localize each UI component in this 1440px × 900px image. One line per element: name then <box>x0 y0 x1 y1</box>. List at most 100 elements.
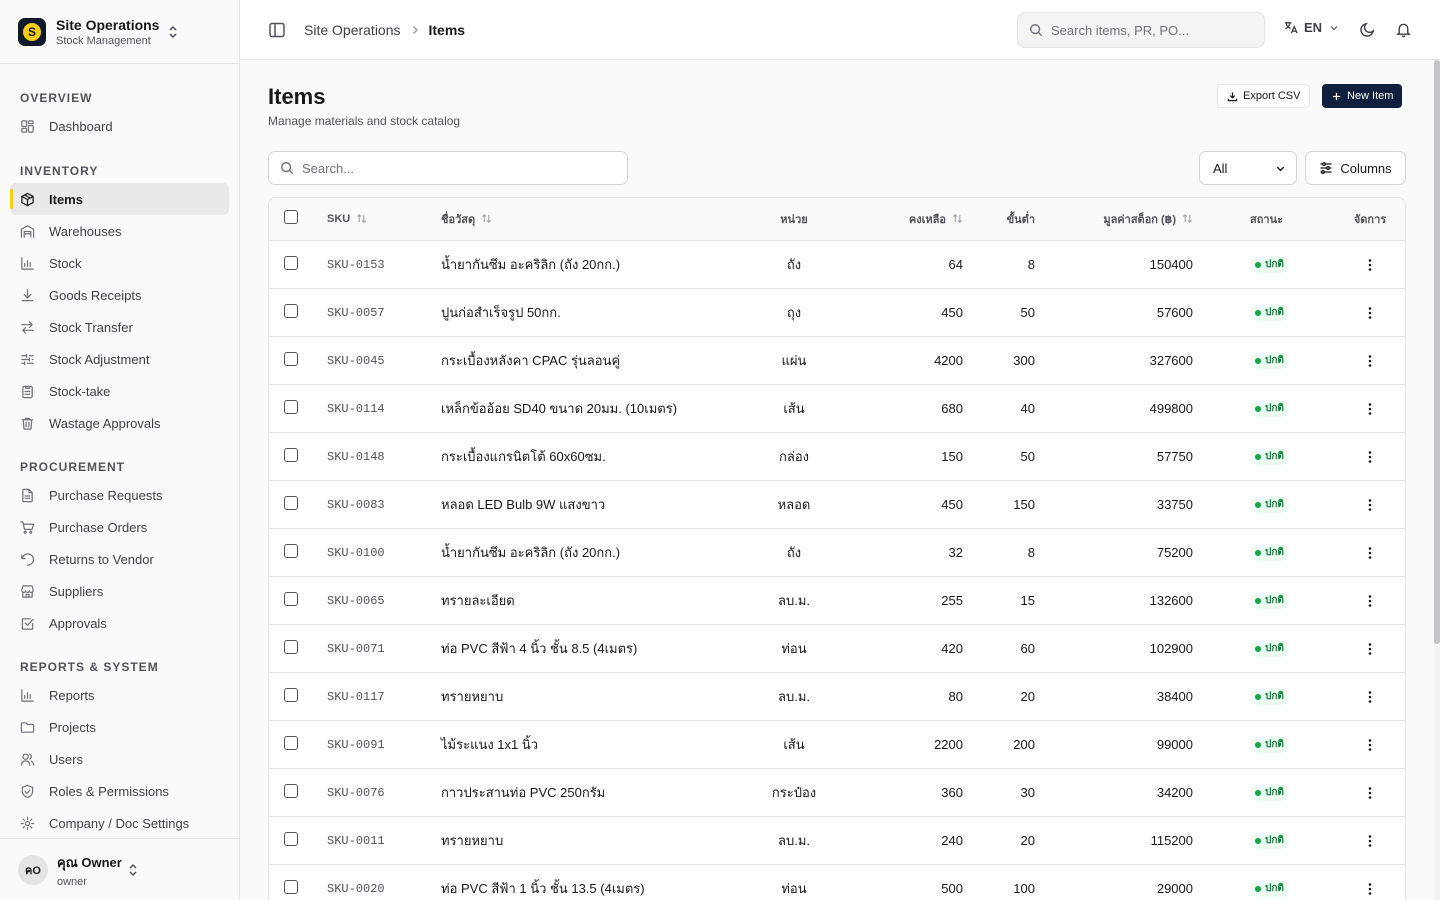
sidebar-item-suppliers[interactable]: Suppliers <box>10 575 229 607</box>
sidebar-item-stock-transfer[interactable]: Stock Transfer <box>10 311 229 343</box>
user-menu[interactable]: คO คุณ Owner owner <box>0 838 239 900</box>
more-vertical-icon[interactable] <box>1363 546 1377 560</box>
row-checkbox[interactable] <box>284 591 298 606</box>
more-vertical-icon[interactable] <box>1363 402 1377 416</box>
row-checkbox[interactable] <box>284 351 298 366</box>
more-vertical-icon[interactable] <box>1363 450 1377 464</box>
bell-icon[interactable] <box>1395 21 1412 38</box>
select-all-checkbox[interactable] <box>284 210 298 225</box>
new-item-button[interactable]: New Item <box>1322 84 1403 108</box>
table-row[interactable]: SKU-0071 ท่อ PVC สีฟ้า 4 นิ้ว ชั้น 8.5 (4… <box>269 624 1405 673</box>
chevrons-up-down-icon[interactable] <box>125 862 141 878</box>
trash-icon <box>21 417 34 430</box>
row-checkbox[interactable] <box>284 783 298 798</box>
table-row[interactable]: SKU-0020 ท่อ PVC สีฟ้า 1 นิ้ว ชั้น 13.5 (… <box>269 864 1405 900</box>
status-filter-select[interactable]: All <box>1199 151 1297 185</box>
sidebar-item-company-doc-settings[interactable]: Company / Doc Settings <box>10 807 229 838</box>
sidebar-nav: OVERVIEW Dashboard INVENTORY Items Warehouse… <box>0 64 239 838</box>
more-vertical-icon[interactable] <box>1363 690 1377 704</box>
columns-button[interactable]: Columns <box>1305 151 1406 185</box>
sidebar-toggle-icon[interactable] <box>268 21 286 39</box>
table-row[interactable]: SKU-0011 ทรายหยาบ ลบ.ม. 240 20 115200 ปกติ <box>269 816 1405 865</box>
table-row[interactable]: SKU-0083 หลอด LED Bulb 9W แสงขาว หลอด 450 15… <box>269 480 1405 529</box>
status-dot <box>1255 501 1261 508</box>
table-row[interactable]: SKU-0065 ทรายละเอียด ลบ.ม. 255 15 132600 ปกติ <box>269 576 1405 625</box>
table-row[interactable]: SKU-0076 กาวประสานท่อ PVC 250กรัม กระป๋อง 3… <box>269 768 1405 817</box>
export-csv-button[interactable]: Export CSV <box>1217 84 1311 108</box>
table-search-input[interactable] <box>302 160 602 176</box>
row-checkbox[interactable] <box>284 447 298 462</box>
status-badge: ปกติ <box>1250 592 1289 609</box>
sidebar-item-items[interactable]: Items <box>10 183 229 215</box>
page-scrollbar[interactable] <box>1434 60 1440 900</box>
row-checkbox[interactable] <box>284 687 298 702</box>
row-value: 34200 <box>1156 784 1193 800</box>
sidebar-item-wastage-approvals[interactable]: Wastage Approvals <box>10 407 229 439</box>
value-column-header[interactable]: มูลค่าสต็อก (฿) <box>1035 210 1193 228</box>
row-remaining: 240 <box>941 832 963 848</box>
bar-chart-icon <box>21 256 34 270</box>
more-vertical-icon[interactable] <box>1363 354 1377 368</box>
row-checkbox[interactable] <box>284 879 298 894</box>
sidebar-item-purchase-orders[interactable]: Purchase Orders <box>10 511 229 543</box>
table-row[interactable]: SKU-0057 ปูนก่อสำเร็จรูป 50กก. ถุง 450 50 576… <box>269 288 1405 337</box>
table-row[interactable]: SKU-0153 น้ำยากันซึม อะคริลิก (ถัง 20กก.)… <box>269 240 1405 289</box>
row-checkbox[interactable] <box>284 255 298 270</box>
remaining-column-header[interactable]: คงเหลือ <box>849 210 963 228</box>
row-name: กระเบื้องหลังคา CPAC รุ่นลอนคู่ <box>441 352 621 368</box>
sidebar-item-roles-permissions[interactable]: Roles & Permissions <box>10 775 229 807</box>
sidebar-item-dashboard[interactable]: Dashboard <box>10 110 229 142</box>
table-row[interactable]: SKU-0114 เหล็กข้ออ้อย SD40 ขนาด 20มม. (10… <box>269 384 1405 433</box>
brand-switcher[interactable]: S Site Operations Stock Management <box>0 0 239 64</box>
sku-column-header[interactable]: SKU <box>327 213 441 225</box>
sidebar-item-stock-adjustment[interactable]: Stock Adjustment <box>10 343 229 375</box>
top-header: Site Operations Items EN <box>240 0 1440 60</box>
table-search[interactable] <box>268 151 628 185</box>
sidebar-item-stock-take[interactable]: Stock-take <box>10 375 229 407</box>
row-unit: กล่อง <box>779 448 809 464</box>
more-vertical-icon[interactable] <box>1363 834 1377 848</box>
more-vertical-icon[interactable] <box>1363 882 1377 896</box>
name-column-header[interactable]: ชื่อวัสดุ <box>441 210 739 228</box>
more-vertical-icon[interactable] <box>1363 306 1377 320</box>
row-checkbox[interactable] <box>284 399 298 414</box>
row-checkbox[interactable] <box>284 543 298 558</box>
more-vertical-icon[interactable] <box>1363 786 1377 800</box>
sidebar-item-returns-to-vendor[interactable]: Returns to Vendor <box>10 543 229 575</box>
sidebar-item-users[interactable]: Users <box>10 743 229 775</box>
moon-icon[interactable] <box>1359 21 1376 38</box>
table-row[interactable]: SKU-0045 กระเบื้องหลังคา CPAC รุ่นลอนคู่ แ… <box>269 336 1405 385</box>
more-vertical-icon[interactable] <box>1363 642 1377 656</box>
sidebar-item-projects[interactable]: Projects <box>10 711 229 743</box>
table-row[interactable]: SKU-0148 กระเบื้องแกรนิตโต้ 60x60ซม. กล่อง… <box>269 432 1405 481</box>
status-badge: ปกติ <box>1250 352 1289 369</box>
more-vertical-icon[interactable] <box>1363 594 1377 608</box>
row-minimum: 300 <box>1013 352 1035 368</box>
row-checkbox[interactable] <box>284 303 298 318</box>
global-search[interactable] <box>1017 12 1265 48</box>
row-checkbox[interactable] <box>284 495 298 510</box>
scrollbar-thumb[interactable] <box>1434 60 1440 644</box>
sidebar-item-approvals[interactable]: Approvals <box>10 607 229 639</box>
chevrons-up-down-icon[interactable] <box>165 24 181 40</box>
sidebar-item-reports[interactable]: Reports <box>10 679 229 711</box>
table-row[interactable]: SKU-0091 ไม้ระแนง 1x1 นิ้ว เส้น 2200 200 9900… <box>269 720 1405 769</box>
table-row[interactable]: SKU-0117 ทรายหยาบ ลบ.ม. 80 20 38400 ปกติ <box>269 672 1405 721</box>
status-badge: ปกติ <box>1250 400 1289 417</box>
more-vertical-icon[interactable] <box>1363 498 1377 512</box>
table-row[interactable]: SKU-0100 น้ำยากันซึม อะคริลิก (ถัง 20กก.)… <box>269 528 1405 577</box>
more-vertical-icon[interactable] <box>1363 258 1377 272</box>
sidebar-item-warehouses[interactable]: Warehouses <box>10 215 229 247</box>
row-checkbox[interactable] <box>284 831 298 846</box>
sidebar-item-stock[interactable]: Stock <box>10 247 229 279</box>
sidebar-item-purchase-requests[interactable]: Purchase Requests <box>10 479 229 511</box>
row-name: กระเบื้องแกรนิตโต้ 60x60ซม. <box>441 448 606 464</box>
sidebar-item-label: Goods Receipts <box>49 287 142 303</box>
global-search-input[interactable] <box>1051 22 1251 38</box>
sidebar-item-goods-receipts[interactable]: Goods Receipts <box>10 279 229 311</box>
row-checkbox[interactable] <box>284 639 298 654</box>
row-checkbox[interactable] <box>284 735 298 750</box>
more-vertical-icon[interactable] <box>1363 738 1377 752</box>
language-switcher[interactable]: EN <box>1283 20 1339 35</box>
breadcrumb-root[interactable]: Site Operations <box>304 21 401 38</box>
